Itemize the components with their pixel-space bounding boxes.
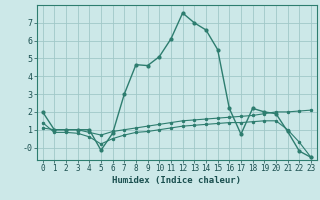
X-axis label: Humidex (Indice chaleur): Humidex (Indice chaleur) [112,176,241,185]
